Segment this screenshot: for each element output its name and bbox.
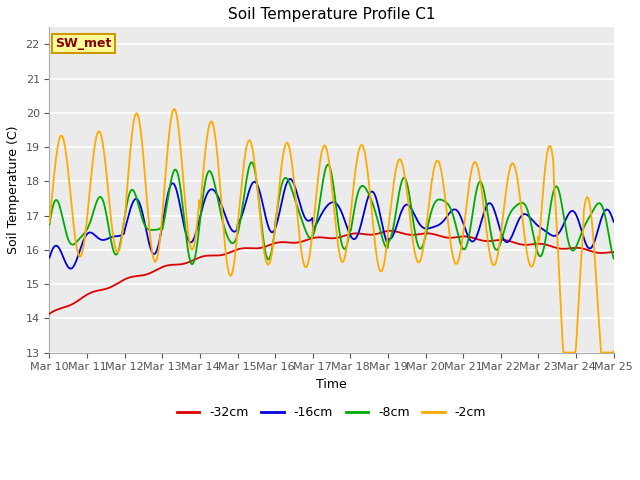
Text: SW_met: SW_met: [55, 37, 111, 50]
Y-axis label: Soil Temperature (C): Soil Temperature (C): [7, 126, 20, 254]
Legend: -32cm, -16cm, -8cm, -2cm: -32cm, -16cm, -8cm, -2cm: [172, 401, 492, 424]
Title: Soil Temperature Profile C1: Soil Temperature Profile C1: [228, 7, 435, 22]
X-axis label: Time: Time: [316, 378, 347, 391]
